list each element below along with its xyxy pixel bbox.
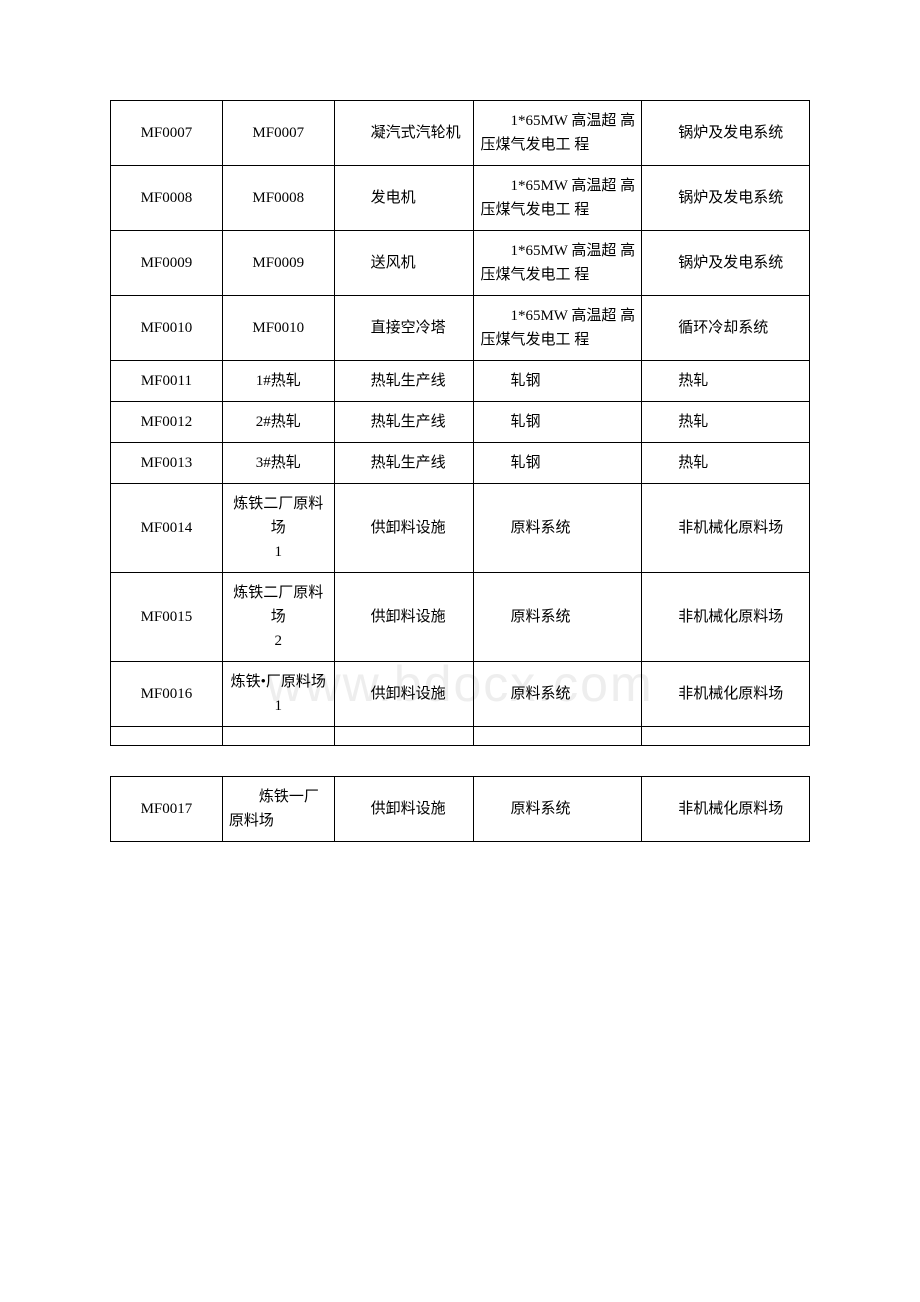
cell-system: 锅炉及发电系统 (642, 166, 810, 231)
cell-name: 热轧生产线 (334, 402, 474, 443)
cell-project: 轧钢 (474, 361, 642, 402)
table-row: MF0007 MF0007 凝汽式汽轮机 1*65MW 高温超 高压煤气发电工 … (111, 101, 810, 166)
cell-system: 热轧 (642, 402, 810, 443)
cell-project: 1*65MW 高温超 高压煤气发电工 程 (474, 101, 642, 166)
table-row: MF0013 3#热轧 热轧生产线 轧钢 热轧 (111, 443, 810, 484)
page: MF0007 MF0007 凝汽式汽轮机 1*65MW 高温超 高压煤气发电工 … (0, 0, 920, 902)
table-gap (110, 746, 810, 776)
cell-code1: MF0007 (111, 101, 223, 166)
table-row: MF0014 炼铁二厂原料场 1 供卸料设施 原料系统 非机械化原料场 (111, 484, 810, 573)
cell-code1: MF0014 (111, 484, 223, 573)
table-secondary: MF0017 炼铁一厂原料场 供卸料设施 原料系统 非机械化原料场 (110, 776, 810, 842)
cell-project: 轧钢 (474, 402, 642, 443)
cell-system: 热轧 (642, 443, 810, 484)
cell-project: 原料系统 (474, 662, 642, 727)
cell-name: 热轧生产线 (334, 361, 474, 402)
table-row-empty (111, 727, 810, 746)
table-row: MF0012 2#热轧 热轧生产线 轧钢 热轧 (111, 402, 810, 443)
cell-system: 非机械化原料场 (642, 662, 810, 727)
cell-empty (111, 727, 223, 746)
cell-code2: MF0010 (222, 296, 334, 361)
cell-project: 1*65MW 高温超 高压煤气发电工 程 (474, 296, 642, 361)
cell-code2: 炼铁一厂原料场 (222, 777, 334, 842)
cell-name: 直接空冷塔 (334, 296, 474, 361)
table-row: MF0016 炼铁•厂原料场 1 供卸料设施 原料系统 非机械化原料场 (111, 662, 810, 727)
cell-name: 凝汽式汽轮机 (334, 101, 474, 166)
cell-code1: MF0017 (111, 777, 223, 842)
table-row: MF0015 炼铁二厂原料场 2 供卸料设施 原料系统 非机械化原料场 (111, 573, 810, 662)
cell-code2: MF0007 (222, 101, 334, 166)
cell-system: 非机械化原料场 (642, 777, 810, 842)
cell-code2: 2#热轧 (222, 402, 334, 443)
cell-system: 锅炉及发电系统 (642, 101, 810, 166)
cell-system: 循环冷却系统 (642, 296, 810, 361)
cell-code2: MF0009 (222, 231, 334, 296)
cell-project: 1*65MW 高温超 高压煤气发电工 程 (474, 231, 642, 296)
cell-name: 供卸料设施 (334, 484, 474, 573)
cell-project: 原料系统 (474, 573, 642, 662)
cell-system: 热轧 (642, 361, 810, 402)
cell-code2: 1#热轧 (222, 361, 334, 402)
cell-code2: MF0008 (222, 166, 334, 231)
cell-system: 非机械化原料场 (642, 573, 810, 662)
cell-code2: 炼铁•厂原料场 1 (222, 662, 334, 727)
cell-system: 非机械化原料场 (642, 484, 810, 573)
cell-code1: MF0015 (111, 573, 223, 662)
cell-code1: MF0013 (111, 443, 223, 484)
cell-project: 原料系统 (474, 484, 642, 573)
table-row: MF0009 MF0009 送风机 1*65MW 高温超 高压煤气发电工 程 锅… (111, 231, 810, 296)
table-row: MF0008 MF0008 发电机 1*65MW 高温超 高压煤气发电工 程 锅… (111, 166, 810, 231)
cell-project: 轧钢 (474, 443, 642, 484)
cell-code2: 炼铁二厂原料场 2 (222, 573, 334, 662)
cell-empty (642, 727, 810, 746)
cell-empty (334, 727, 474, 746)
cell-code2: 3#热轧 (222, 443, 334, 484)
table-row: MF0011 1#热轧 热轧生产线 轧钢 热轧 (111, 361, 810, 402)
cell-name: 供卸料设施 (334, 662, 474, 727)
cell-code1: MF0011 (111, 361, 223, 402)
table-row: MF0010 MF0010 直接空冷塔 1*65MW 高温超 高压煤气发电工 程… (111, 296, 810, 361)
cell-project: 1*65MW 高温超 高压煤气发电工 程 (474, 166, 642, 231)
cell-code1: MF0016 (111, 662, 223, 727)
cell-code1: MF0012 (111, 402, 223, 443)
cell-empty (222, 727, 334, 746)
cell-code1: MF0010 (111, 296, 223, 361)
cell-project: 原料系统 (474, 777, 642, 842)
cell-system: 锅炉及发电系统 (642, 231, 810, 296)
cell-code2: 炼铁二厂原料场 1 (222, 484, 334, 573)
table-row: MF0017 炼铁一厂原料场 供卸料设施 原料系统 非机械化原料场 (111, 777, 810, 842)
cell-empty (474, 727, 642, 746)
cell-name: 供卸料设施 (334, 573, 474, 662)
cell-code1: MF0008 (111, 166, 223, 231)
cell-name: 发电机 (334, 166, 474, 231)
cell-code1: MF0009 (111, 231, 223, 296)
cell-name: 热轧生产线 (334, 443, 474, 484)
table-main: MF0007 MF0007 凝汽式汽轮机 1*65MW 高温超 高压煤气发电工 … (110, 100, 810, 746)
cell-name: 供卸料设施 (334, 777, 474, 842)
cell-name: 送风机 (334, 231, 474, 296)
